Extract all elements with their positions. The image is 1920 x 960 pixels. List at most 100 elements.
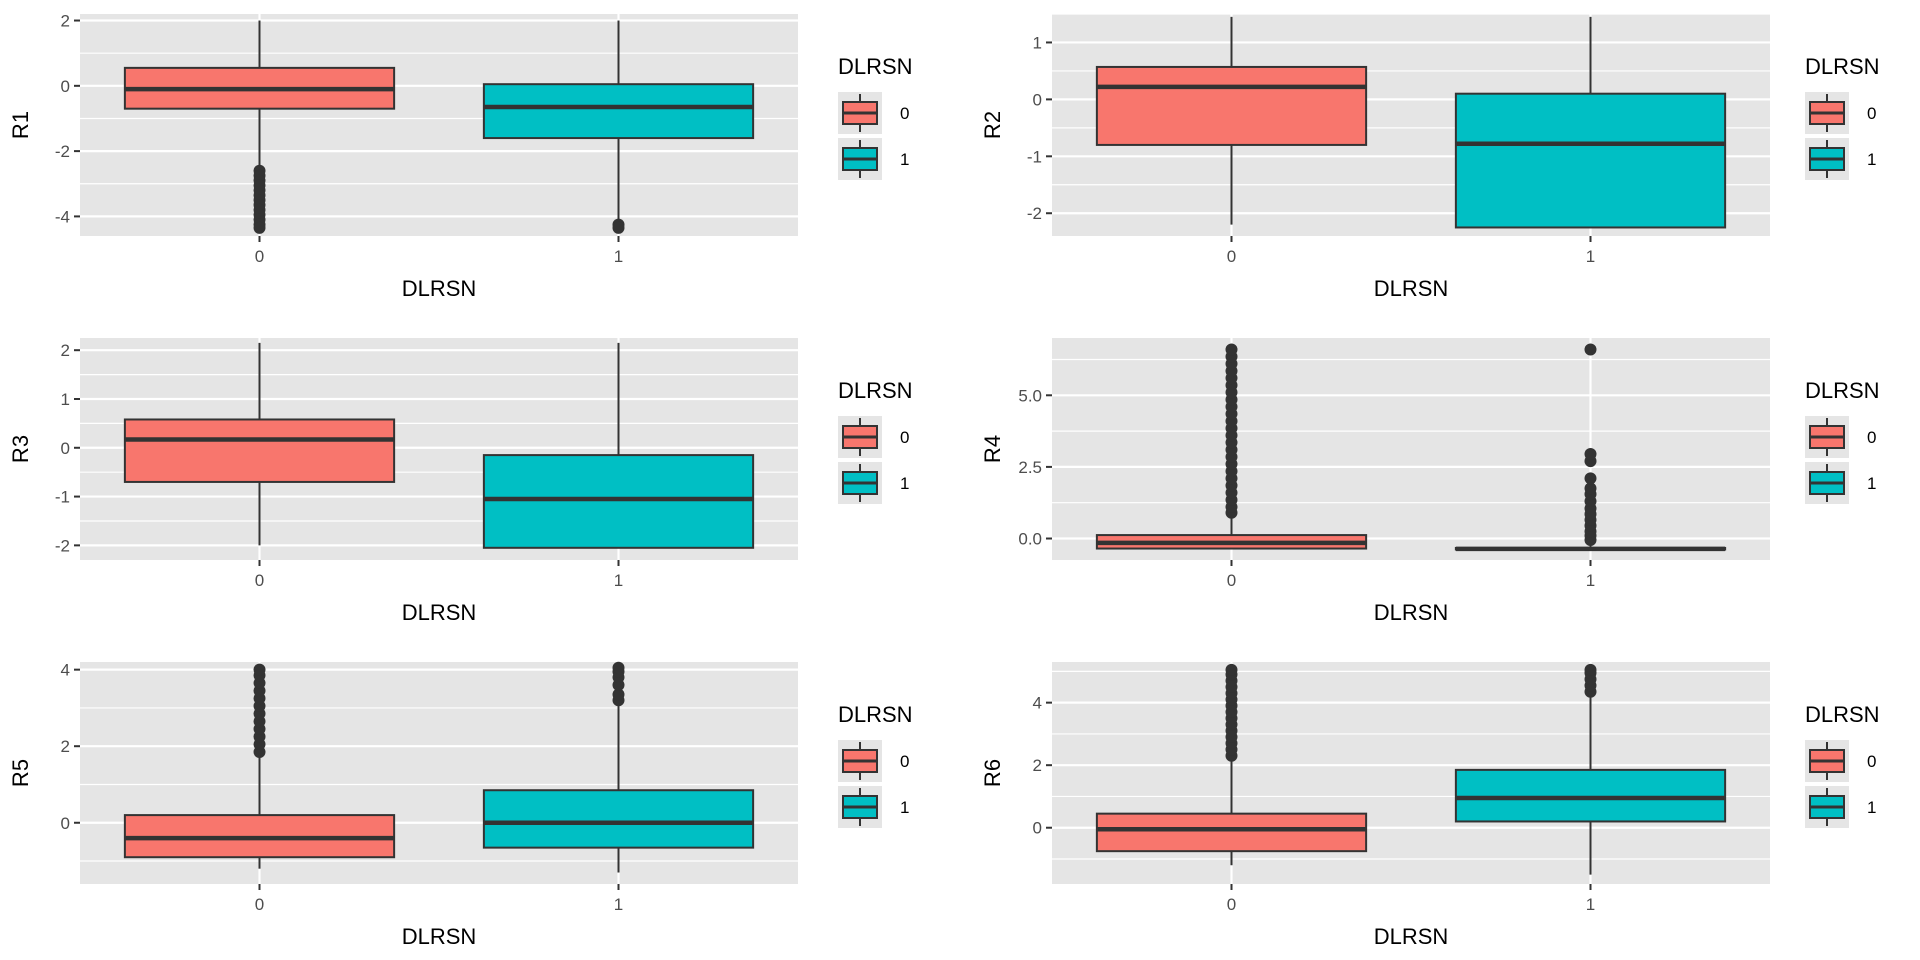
legend-label: 1 xyxy=(900,150,909,169)
y-axis-title: R3 xyxy=(8,435,33,463)
box-body xyxy=(1454,768,1727,823)
legend-label: 1 xyxy=(1867,474,1876,493)
box-1 xyxy=(482,342,755,549)
y-axis-title: R5 xyxy=(8,759,33,787)
y-tick-label: 1 xyxy=(61,390,70,409)
legend: DLRSN 0 1 xyxy=(838,54,913,180)
x-axis-title: DLRSN xyxy=(1374,924,1449,949)
outlier-point xyxy=(612,688,625,701)
legend-label: 0 xyxy=(1867,752,1876,771)
outlier-point xyxy=(1225,663,1238,676)
y-tick-label: 2.5 xyxy=(1018,458,1042,477)
outlier-point xyxy=(1584,482,1597,495)
y-tick-label: 2 xyxy=(61,12,70,31)
legend: DLRSN 0 1 xyxy=(1805,702,1880,828)
legend-label: 1 xyxy=(1867,150,1876,169)
x-tick-label: 1 xyxy=(614,571,623,590)
outlier-point xyxy=(1584,448,1597,461)
box-0 xyxy=(123,342,396,546)
legend-label: 1 xyxy=(1867,798,1876,817)
y-tick-label: 1 xyxy=(1033,33,1042,52)
y-tick-label: 0 xyxy=(61,814,70,833)
panel-r5: 0 2 4 0 1 DLRSN R5 DLRSN 0 1 xyxy=(8,661,913,949)
box-1 xyxy=(482,661,755,873)
legend: DLRSN 0 1 xyxy=(838,702,913,828)
box-body xyxy=(482,454,755,549)
box-0 xyxy=(1095,343,1368,550)
legend-label: 0 xyxy=(900,752,909,771)
box-0 xyxy=(123,20,396,234)
outlier-point xyxy=(612,221,625,234)
y-tick-label: 0 xyxy=(61,77,70,96)
box-0 xyxy=(1095,16,1368,225)
legend-label: 1 xyxy=(900,474,909,493)
y-tick-label: 0 xyxy=(61,439,70,458)
x-tick-label: 1 xyxy=(1586,895,1595,914)
x-tick-label: 1 xyxy=(1586,247,1595,266)
x-axis-title: DLRSN xyxy=(402,600,477,625)
panel-r1: -4 -2 0 2 0 1 DLRSN R1 DLRSN 0 1 xyxy=(8,12,913,301)
x-tick-label: 1 xyxy=(1586,571,1595,590)
y-tick-label: -2 xyxy=(55,536,70,555)
box-body xyxy=(1095,65,1368,146)
box-1 xyxy=(482,20,755,234)
x-tick-label: 0 xyxy=(255,247,264,266)
plot-background xyxy=(1052,338,1770,560)
legend: DLRSN 0 1 xyxy=(1805,378,1880,504)
y-tick-label: 5.0 xyxy=(1018,386,1042,405)
x-tick-label: 1 xyxy=(614,247,623,266)
y-tick-label: 0 xyxy=(1033,90,1042,109)
x-tick-label: 0 xyxy=(1227,247,1236,266)
x-tick-label: 0 xyxy=(255,571,264,590)
legend-title: DLRSN xyxy=(1805,378,1880,403)
y-tick-label: -4 xyxy=(55,207,70,226)
x-tick-label: 0 xyxy=(255,895,264,914)
y-axis-title: R2 xyxy=(980,111,1005,139)
panel-r2: -2 -1 0 1 0 1 DLRSN R2 DLRSN 0 1 xyxy=(980,13,1880,301)
box-body xyxy=(1454,92,1727,229)
outlier-point xyxy=(1584,472,1597,485)
panel-r4: 0.0 2.5 5.0 0 1 DLRSN R4 DLRSN 0 1 xyxy=(980,338,1880,625)
box-1 xyxy=(1454,343,1727,552)
legend-title: DLRSN xyxy=(1805,702,1880,727)
legend: DLRSN 0 1 xyxy=(838,378,913,504)
box-body xyxy=(123,418,396,483)
y-tick-label: 4 xyxy=(61,661,70,680)
box-1 xyxy=(1454,663,1727,875)
legend-label: 0 xyxy=(1867,428,1876,447)
legend-label: 0 xyxy=(900,104,909,123)
y-tick-label: -2 xyxy=(1027,204,1042,223)
y-tick-label: -1 xyxy=(55,488,70,507)
y-tick-label: 4 xyxy=(1033,694,1042,713)
x-axis-title: DLRSN xyxy=(1374,600,1449,625)
outlier-point xyxy=(1584,663,1597,676)
box-0 xyxy=(123,663,396,869)
legend-label: 1 xyxy=(900,798,909,817)
y-tick-label: -2 xyxy=(55,142,70,161)
y-tick-label: 2 xyxy=(61,341,70,360)
box-body xyxy=(482,789,755,849)
box-body xyxy=(1095,812,1368,853)
box-body xyxy=(482,83,755,140)
legend: DLRSN 0 1 xyxy=(1805,54,1880,180)
box-1 xyxy=(1454,16,1727,229)
x-axis-title: DLRSN xyxy=(1374,276,1449,301)
outlier-point xyxy=(253,221,266,234)
outlier-point xyxy=(1225,343,1238,356)
outlier-point xyxy=(612,661,625,674)
legend-label: 0 xyxy=(900,428,909,447)
panel-r3: -2 -1 0 1 2 0 1 DLRSN R3 DLRSN 0 1 xyxy=(8,338,913,625)
legend-title: DLRSN xyxy=(838,54,913,79)
y-tick-label: 2 xyxy=(1033,756,1042,775)
legend-title: DLRSN xyxy=(838,702,913,727)
x-axis-title: DLRSN xyxy=(402,276,477,301)
panel-r6: 0 2 4 0 1 DLRSN R6 DLRSN 0 1 xyxy=(980,662,1880,949)
x-tick-label: 1 xyxy=(614,895,623,914)
y-axis-title: R1 xyxy=(8,111,33,139)
y-tick-label: 2 xyxy=(61,737,70,756)
y-tick-label: 0.0 xyxy=(1018,530,1042,549)
y-axis-title: R4 xyxy=(980,435,1005,463)
outlier-point xyxy=(1584,343,1597,356)
x-axis-title: DLRSN xyxy=(402,924,477,949)
